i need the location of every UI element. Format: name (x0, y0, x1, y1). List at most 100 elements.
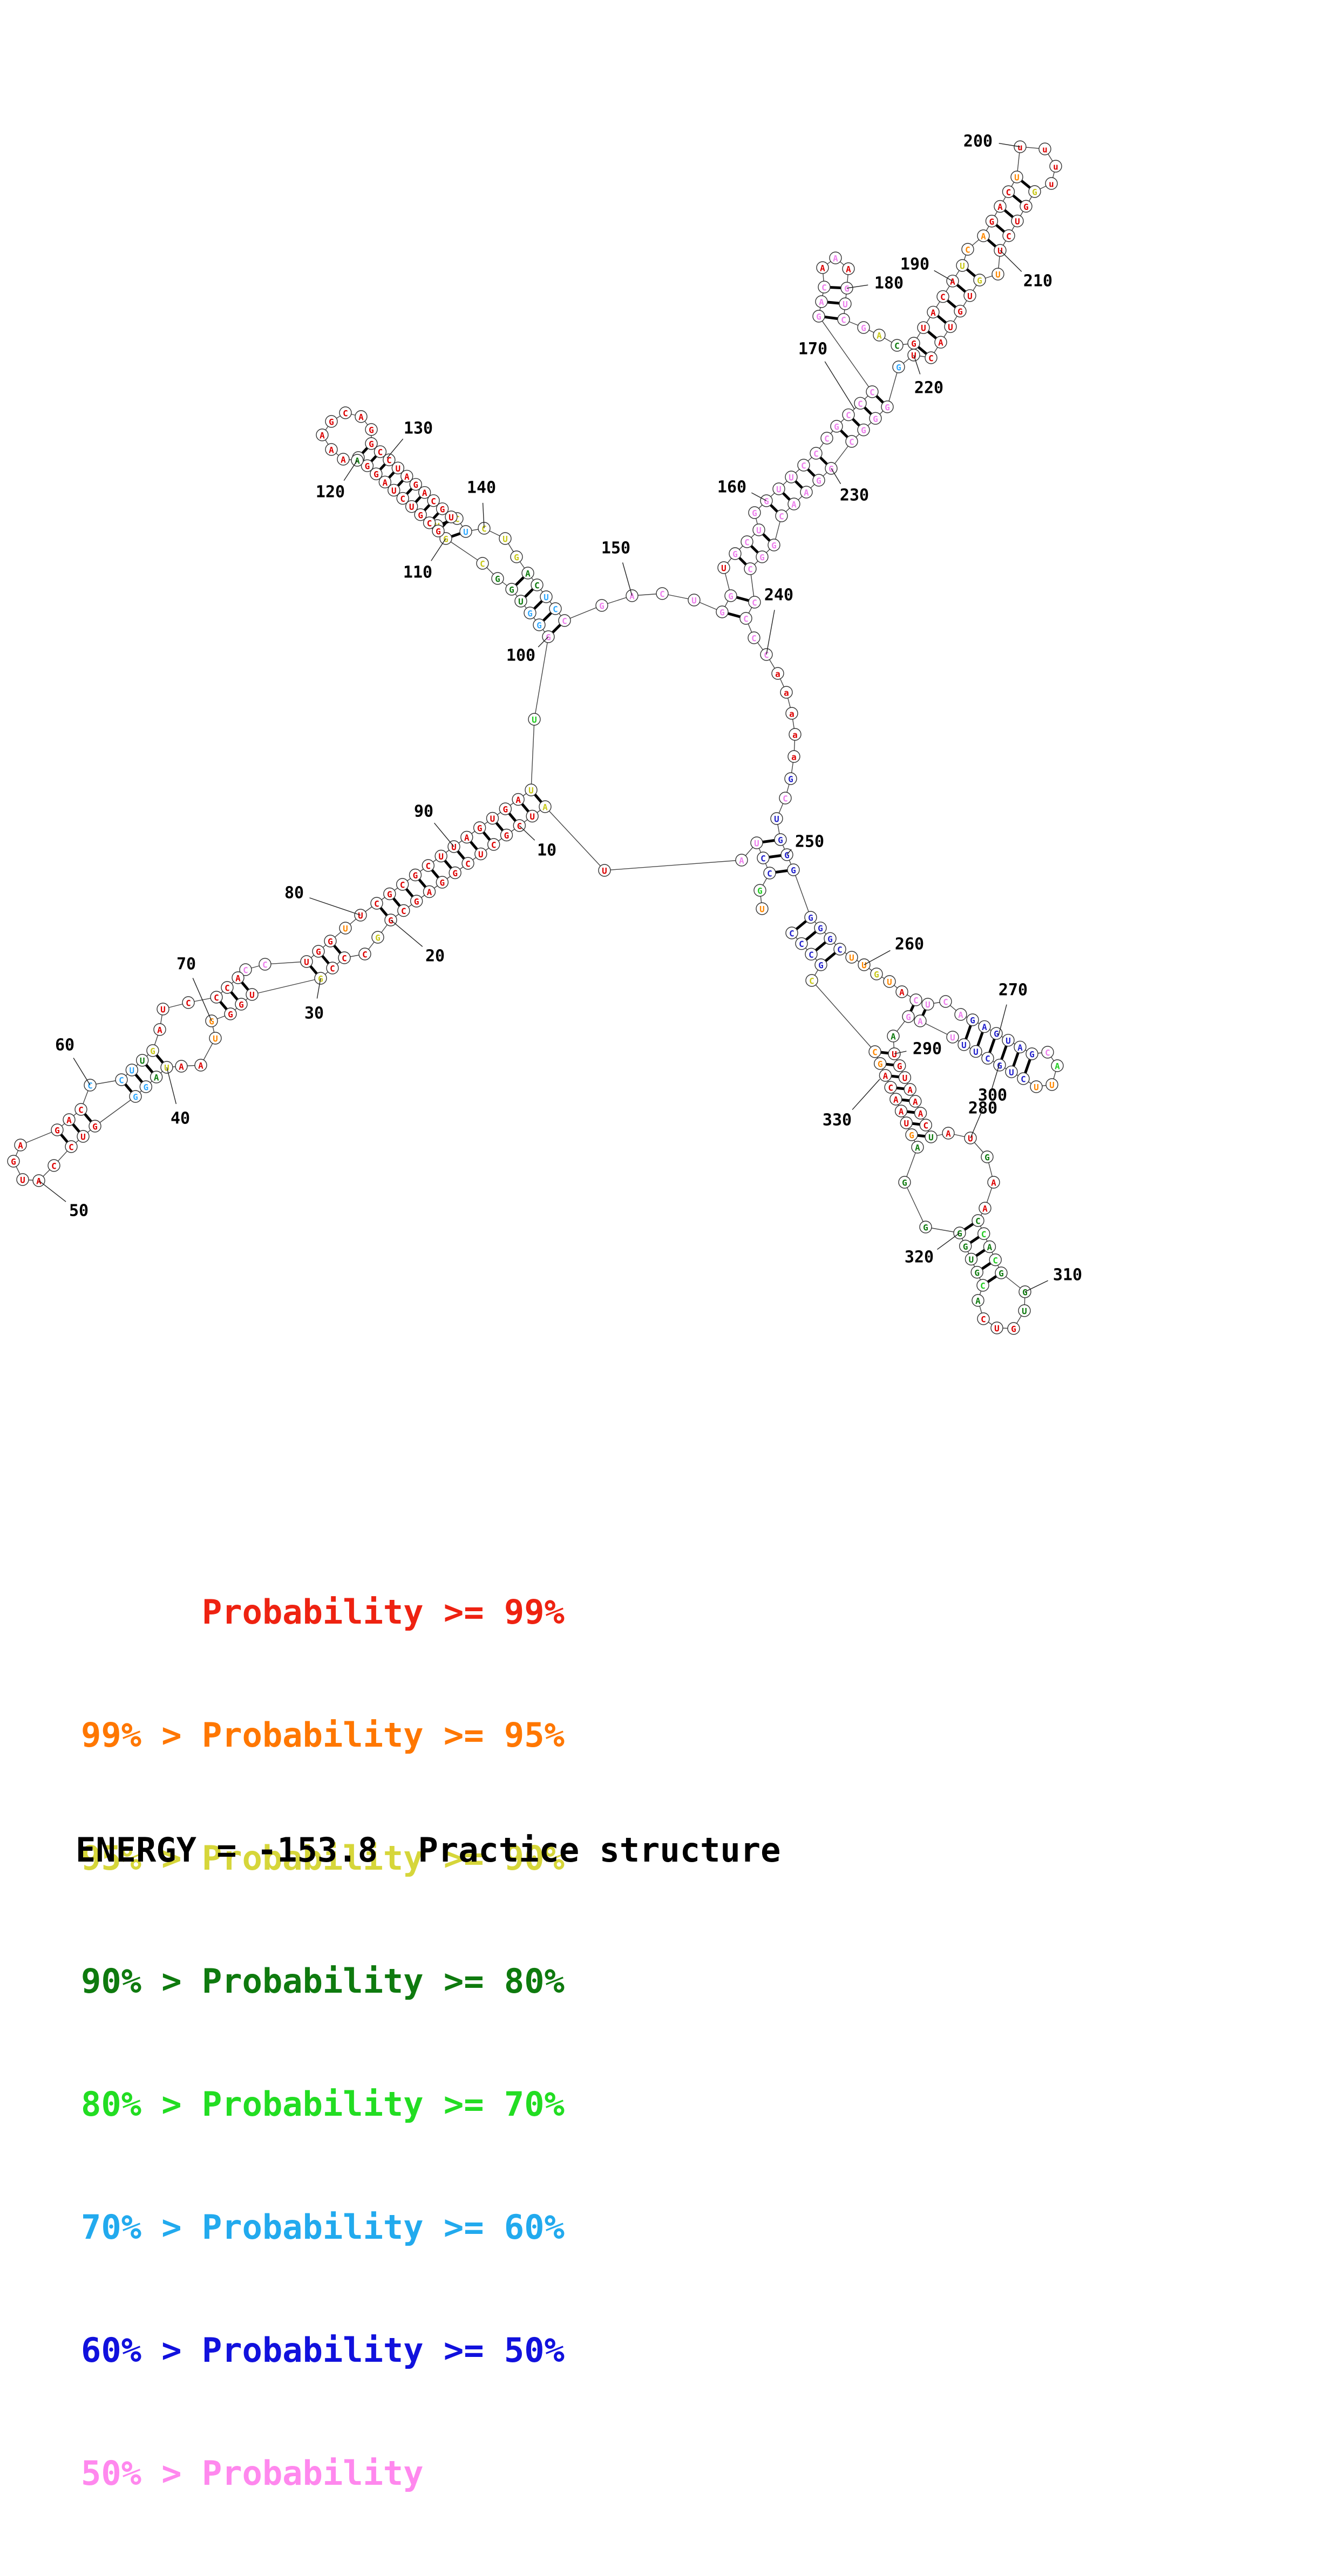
nucleotide-letter: C (431, 496, 436, 506)
nucleotide-letter: A (341, 455, 346, 465)
nucleotide-letter: G (816, 476, 821, 486)
nucleotide-circle (434, 849, 447, 863)
nucleotide-letter: C (799, 939, 804, 949)
nucleotide-circle (805, 948, 818, 961)
nucleotide-circle (414, 508, 427, 521)
nucleotide-circle (785, 471, 798, 483)
nucleotide-circle (994, 200, 1007, 213)
nucleotide-letter: A (804, 488, 809, 498)
nucleotide-letter: G (764, 496, 769, 507)
nucleotide-circle (338, 951, 351, 964)
nucleotide-letter: G (896, 363, 901, 373)
nucleotide-circle (829, 251, 842, 264)
nucleotide-circle (976, 1279, 989, 1292)
nucleotide-circle (365, 423, 378, 436)
nucleotide-letter: C (343, 408, 348, 419)
nucleotide-letter: U (1014, 173, 1020, 183)
nucleotide-circle (970, 1266, 983, 1279)
nucleotide-letter: C (965, 245, 970, 255)
nucleotide-letter: C (888, 1083, 893, 1093)
nucleotide-letter: u (1042, 145, 1048, 155)
nucleotide-circle (525, 783, 538, 796)
nucleotide-circle (371, 931, 384, 944)
nucleotide-circle (427, 494, 440, 507)
nucleotide-letter: C (1045, 1048, 1050, 1058)
nucleotide-letter: C (981, 1229, 987, 1239)
nucleotide-letter: C (985, 1054, 990, 1064)
nucleotide-circle (436, 502, 449, 515)
nucleotide-letter: G (728, 591, 733, 602)
nucleotide-letter: U (691, 596, 697, 606)
nucleotide-letter: G (999, 1269, 1004, 1279)
nucleotide-letter: G (133, 1092, 138, 1102)
nucleotide-circle (16, 1173, 29, 1186)
nucleotide-circle (436, 876, 449, 889)
nucleotide-circle (939, 995, 952, 1008)
nucleotide-circle (957, 1038, 970, 1051)
nucleotide-circle (748, 506, 761, 519)
nucleotide-letter: C (243, 965, 248, 976)
nucleotide-circle (936, 290, 949, 303)
nucleotide-letter: G (897, 1061, 902, 1072)
nucleotide-letter: C (821, 283, 827, 293)
nucleotide-circle (898, 1071, 912, 1084)
legend-line-60: 70% > Probability >= 60% (81, 2207, 565, 2247)
nucleotide-circle (410, 895, 423, 908)
nucleotide-letter: A (383, 478, 388, 488)
nucleotide-circle (979, 1202, 991, 1215)
nucleotide-letter: A (791, 500, 797, 510)
nucleotide-circle (934, 336, 947, 349)
nucleotide-circle (74, 1103, 87, 1116)
nucleotide-letter: C (342, 953, 347, 964)
nucleotide-circle (89, 1120, 101, 1133)
nucleotide-letter: A (404, 472, 410, 482)
nucleotide-letter: C (400, 494, 405, 504)
nucleotide-letter: C (837, 945, 843, 955)
nucleotide-letter: G (228, 1010, 233, 1020)
nucleotide-circle (780, 686, 793, 699)
nucleotide-letter: A (982, 1204, 988, 1214)
nucleotide-circle (150, 1071, 163, 1083)
nucleotide-letter: G (373, 469, 379, 480)
nucleotide-letter: A (629, 591, 635, 602)
position-labels: 10 20 30 40 50 60 70 80 90 100 110 120 130 140 150 160 1… (38, 132, 1082, 1292)
nucleotide-circle (449, 866, 461, 880)
nucleotide-circle (487, 838, 500, 851)
nucleotide-circle (355, 410, 368, 423)
nucleotide-circle (1002, 185, 1015, 198)
nucleotide-circle (911, 1141, 924, 1154)
nucleotide-letter: G (957, 1229, 962, 1239)
nucleotide-letter: A (918, 1017, 923, 1027)
nucleotide-letter: U (249, 990, 255, 1000)
nucleotide-circle (973, 274, 986, 287)
nucleotide-circle (510, 550, 523, 563)
nucleotide-circle (857, 423, 870, 437)
nucleotide-circle (391, 461, 405, 475)
nucleotide-letter: G (388, 916, 393, 926)
nucleotide-circle (787, 498, 800, 510)
nucleotide-circle (789, 728, 802, 741)
nucleotide-circle (486, 812, 499, 825)
nucleotide-letter: G (239, 1000, 244, 1010)
nucleotide-letter: G (873, 414, 878, 424)
nucleotide-letter: U (960, 261, 965, 271)
nucleotide-letter: C (940, 292, 946, 302)
position-label-300: 300 (978, 1086, 1007, 1105)
nucleotide-letter: U (343, 924, 348, 934)
nucleotide-letter: C (330, 964, 335, 974)
nucleotide-circle (370, 467, 383, 480)
nucleotide-letter: G (827, 934, 833, 944)
nucleotide-circle (965, 1252, 978, 1266)
nucleotide-letter: U (409, 502, 415, 512)
nucleotide-circle (729, 547, 742, 560)
nucleotide-circle (969, 1045, 982, 1058)
nucleotide-circle (927, 305, 940, 319)
nucleotide-circle (460, 830, 473, 844)
position-label-140: 140 (467, 479, 496, 498)
nucleotide-letter: C (813, 449, 819, 459)
nucleotide-circle (977, 229, 990, 242)
position-label-320: 320 (905, 1248, 934, 1267)
nucleotide-circle (735, 854, 748, 867)
nucleotide-letter: G (509, 585, 514, 595)
